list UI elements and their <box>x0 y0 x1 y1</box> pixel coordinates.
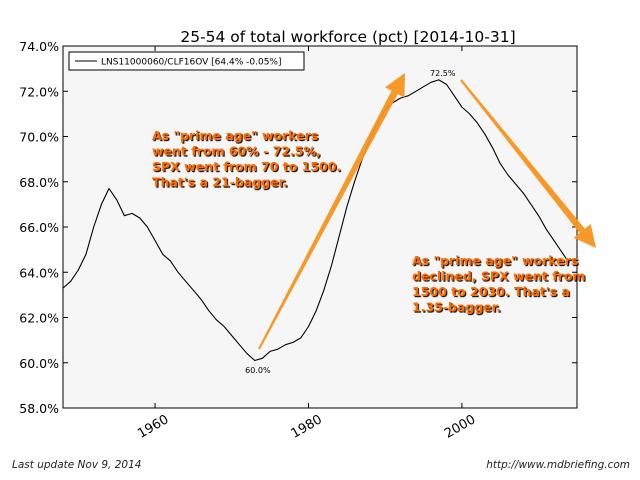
point-annotation: 60.0% <box>245 366 271 375</box>
arrow-shape <box>258 73 405 350</box>
annotation-layer: 60.0% 72.5% <box>245 69 456 375</box>
series-layer <box>62 79 570 362</box>
callout-line: declined, SPX went from <box>412 269 585 284</box>
legend-label: LNS11000060/CLF16OV [64.4% -0.05%] <box>101 58 281 68</box>
footer-last-update: Last update Nov 9, 2014 <box>12 459 142 471</box>
y-tick-label: 74.0% <box>19 39 59 54</box>
callout-layer: As "prime age" workers went from 60% - 72… <box>152 128 585 315</box>
callout-line: 1.35-bagger. <box>412 300 501 315</box>
legend: LNS11000060/CLF16OV [64.4% -0.05%] <box>68 51 305 71</box>
arrow-layer <box>258 73 596 350</box>
callout-text: As "prime age" workers declined, SPX went… <box>412 253 585 315</box>
y-tick-label: 66.0% <box>19 220 59 235</box>
y-tick-label: 70.0% <box>19 130 59 145</box>
y-tick-label: 58.0% <box>19 401 59 416</box>
y-tick-label: 68.0% <box>19 175 59 190</box>
callout-line: As "prime age" workers <box>412 253 578 268</box>
y-tick-label: 60.0% <box>19 356 59 371</box>
y-tick-label: 72.0% <box>19 84 59 99</box>
callout-line: went from 60% - 72.5%, <box>152 144 321 159</box>
y-axis: 58.0% 60.0% 62.0% 64.0% 66.0% 68.0% 70.0% 72.0%… <box>19 39 577 416</box>
chart-title: 25-54 of total workforce (pct) [2014-10-… <box>180 28 515 46</box>
series-line <box>62 79 570 362</box>
x-tick-label: 2000 <box>442 412 478 442</box>
callout-line: As "prime age" workers <box>152 128 318 143</box>
callout-text: As "prime age" workers went from 60% - 72… <box>152 128 341 190</box>
y-tick-label: 64.0% <box>19 265 59 280</box>
callout-line: That's a 21-bagger. <box>152 175 288 190</box>
arrow-shape <box>460 79 596 248</box>
legend-box <box>68 51 305 71</box>
plot-area <box>62 45 578 409</box>
point-annotation: 72.5% <box>430 69 456 78</box>
callout-line: 1500 to 2030. That's a <box>412 284 570 299</box>
y-tick-label: 62.0% <box>19 311 59 326</box>
x-tick-label: 1960 <box>135 412 171 442</box>
x-tick-label: 1980 <box>289 412 325 442</box>
callout-line: SPX went from 70 to 1500. <box>152 159 341 174</box>
footer-source-url: http://www.mdbriefing.com <box>486 459 630 471</box>
